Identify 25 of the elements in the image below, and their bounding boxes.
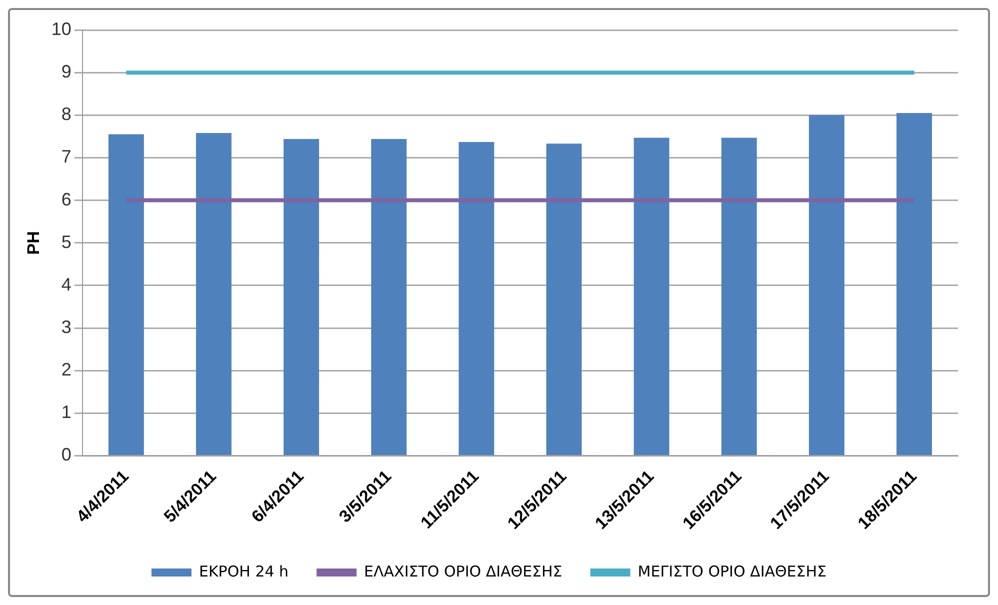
y-tick-label: 8 (61, 104, 72, 124)
y-tick-label: 1 (61, 402, 72, 422)
y-tick-label: 3 (61, 317, 72, 337)
y-tick-label: 5 (61, 232, 72, 252)
y-tick-label: 7 (61, 146, 72, 167)
bar (371, 138, 407, 456)
bar (546, 144, 582, 456)
y-tick-label: 4 (61, 274, 72, 294)
legend-label: ΜΕΓΙΣΤΟ ΟΡΙΟ ΔΙΑΘΕΣΗΣ (638, 562, 827, 580)
bar (108, 134, 144, 456)
y-tick-label: 10 (51, 18, 72, 39)
y-tick-label: 2 (61, 360, 72, 380)
y-tick-label: 9 (61, 62, 72, 82)
bar (896, 113, 932, 456)
bar (196, 133, 232, 456)
y-tick-label: 0 (61, 444, 72, 465)
legend-label: ΕΚΡΟΗ 24 h (198, 562, 289, 580)
bar (721, 138, 757, 456)
bar (808, 115, 844, 456)
bar (458, 142, 494, 456)
legend-label: ΕΛΑΧΙΣΤΟ ΟΡΙΟ ΔΙΑΘΕΣΗΣ (364, 562, 562, 580)
bar (284, 138, 320, 456)
bar (634, 138, 670, 456)
y-tick-label: 6 (61, 189, 72, 210)
y-axis-title: PH (24, 231, 43, 255)
